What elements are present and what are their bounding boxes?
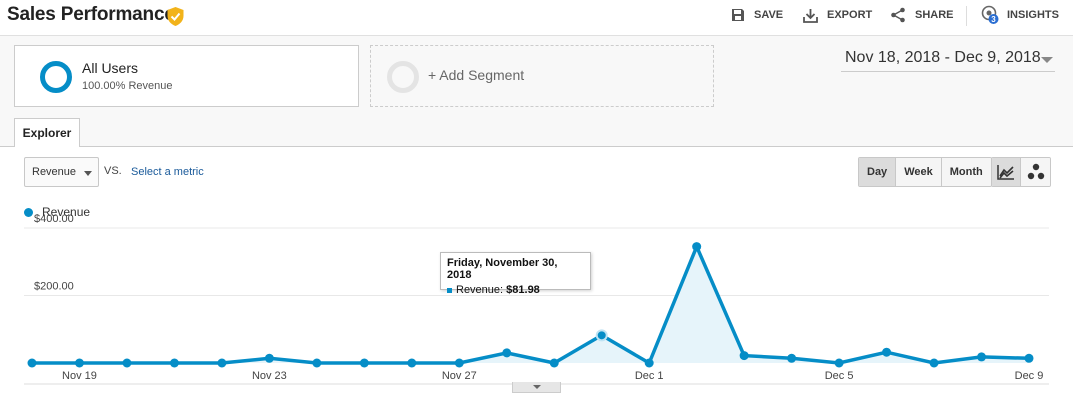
- data-point[interactable]: [264, 353, 274, 363]
- chart-legend: Revenue: [24, 205, 90, 219]
- data-point[interactable]: [27, 358, 37, 368]
- select-metric-link[interactable]: Select a metric: [131, 166, 204, 178]
- chart-expand-handle[interactable]: [512, 382, 561, 393]
- data-point[interactable]: [929, 358, 939, 368]
- data-point[interactable]: [359, 358, 369, 368]
- data-point[interactable]: [977, 352, 987, 362]
- data-point[interactable]: [787, 353, 797, 363]
- segment-all-users[interactable]: All Users 100.00% Revenue: [14, 45, 359, 107]
- y-tick-label: $200.00: [34, 281, 74, 293]
- granularity-week-button[interactable]: Week: [896, 158, 942, 186]
- segment-ring-icon: [40, 61, 72, 93]
- data-point[interactable]: [217, 358, 227, 368]
- data-point[interactable]: [1024, 353, 1034, 363]
- granularity-toggle: Day Week Month: [858, 157, 992, 187]
- segment-sub: 100.00% Revenue: [82, 80, 173, 92]
- download-icon: [803, 8, 818, 23]
- dropdown-caret-icon: [84, 171, 92, 176]
- x-tick-label: Nov 27: [442, 370, 477, 382]
- data-point[interactable]: [407, 358, 417, 368]
- export-button[interactable]: EXPORT: [803, 0, 872, 30]
- tooltip-date: Friday, November 30, 2018: [447, 257, 558, 281]
- line-chart-button[interactable]: [992, 158, 1021, 186]
- export-label: EXPORT: [827, 9, 873, 21]
- chevron-down-icon: [1041, 57, 1053, 63]
- data-point[interactable]: [169, 358, 179, 368]
- tooltip-series-swatch: [447, 287, 452, 293]
- header-divider: [966, 6, 967, 26]
- data-point[interactable]: [692, 242, 702, 252]
- data-point[interactable]: [454, 358, 464, 368]
- motion-chart-button[interactable]: [1021, 158, 1050, 186]
- x-tick-label: Dec 1: [635, 370, 664, 382]
- save-icon: [732, 9, 744, 21]
- data-point[interactable]: [549, 358, 559, 368]
- add-segment-button[interactable]: + Add Segment: [370, 45, 714, 107]
- metric-dropdown-value: Revenue: [32, 166, 77, 178]
- insights-button[interactable]: 3 INSIGHTS: [981, 0, 1059, 30]
- chart-tooltip: Friday, November 30, 2018 Revenue: $81.9…: [440, 252, 591, 296]
- granularity-month-button[interactable]: Month: [941, 158, 991, 186]
- x-tick-label: Dec 5: [825, 370, 854, 382]
- x-tick-label: Nov 19: [62, 370, 97, 382]
- data-point[interactable]: [312, 358, 322, 368]
- bubble-chart-icon: [1027, 163, 1044, 180]
- x-tick-label: Nov 23: [252, 370, 287, 382]
- page-title: Sales Performance: [7, 4, 175, 25]
- data-point[interactable]: [834, 358, 844, 368]
- insights-badge-count: 3: [991, 15, 996, 24]
- x-tick-label: Dec 9: [1015, 370, 1044, 382]
- insights-icon: 3: [981, 5, 999, 24]
- data-point[interactable]: [595, 329, 608, 342]
- expand-caret-icon: [533, 385, 541, 389]
- data-point[interactable]: [644, 358, 654, 368]
- metric-dropdown[interactable]: Revenue: [24, 157, 99, 187]
- data-point[interactable]: [502, 348, 512, 358]
- tooltip-value: $81.98: [506, 284, 540, 296]
- y-tick-label: $400.00: [34, 213, 74, 225]
- date-range-text: Nov 18, 2018 - Dec 9, 2018: [845, 49, 1041, 66]
- revenue-line: [32, 242, 1030, 366]
- legend-label: Revenue: [42, 205, 91, 219]
- date-range-picker[interactable]: Nov 18, 2018 - Dec 9, 2018: [841, 48, 1055, 72]
- line-chart-icon: [997, 165, 1014, 180]
- legend-dot-icon: [24, 207, 33, 217]
- add-segment-label: + Add Segment: [428, 67, 525, 83]
- save-label: SAVE: [754, 9, 784, 21]
- share-label: SHARE: [915, 9, 954, 21]
- share-button[interactable]: SHARE: [890, 0, 954, 30]
- save-button[interactable]: SAVE: [731, 0, 783, 30]
- page-header: Sales Performance SAVE EXPORT SHARE: [0, 0, 1073, 36]
- empty-segment-ring-icon: [387, 61, 419, 93]
- chart-type-toggle: [991, 157, 1051, 187]
- tooltip-row: Revenue: $81.98: [447, 284, 584, 296]
- share-icon: [891, 7, 905, 23]
- data-point[interactable]: [739, 351, 749, 361]
- tooltip-label: Revenue:: [456, 284, 504, 296]
- verified-badge-icon: [167, 7, 184, 26]
- insights-label: INSIGHTS: [1007, 9, 1059, 21]
- segment-name: All Users: [82, 60, 139, 76]
- tab-explorer[interactable]: Explorer: [14, 118, 80, 147]
- data-point[interactable]: [882, 347, 892, 357]
- granularity-day-button[interactable]: Day: [859, 158, 897, 186]
- data-point[interactable]: [74, 358, 84, 368]
- data-point[interactable]: [122, 358, 132, 368]
- vs-label: VS.: [104, 165, 122, 177]
